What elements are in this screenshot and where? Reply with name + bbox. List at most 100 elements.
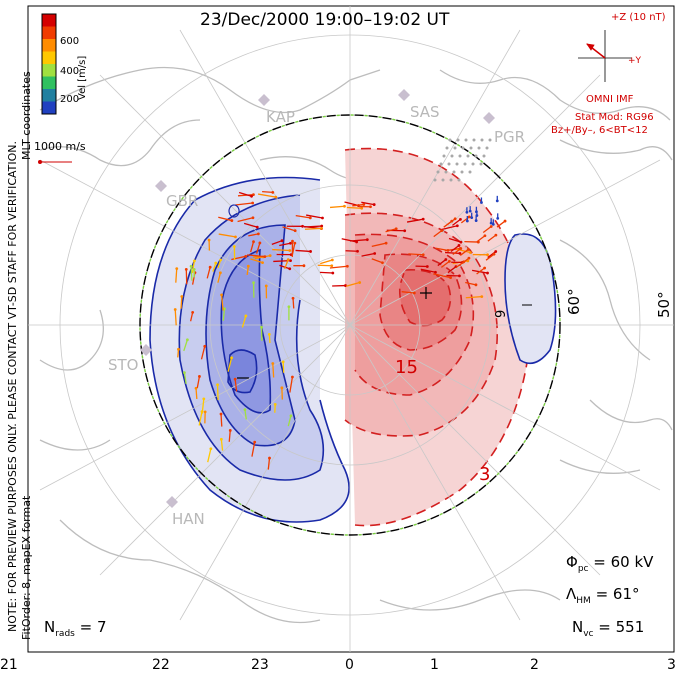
grid-dot [477,146,481,150]
velocity-vector [487,251,497,259]
grid-dot [450,154,454,158]
vector-count: Nvc = 551 [572,618,644,639]
velocity-vector [189,312,194,322]
velocity-vector [304,225,322,228]
velocity-vector [257,193,276,198]
contour-label-15: 15 [395,357,418,378]
mlt-tick-0: 0 [345,657,354,673]
hm-boundary-latitude: ΛHM = 61° [566,585,640,606]
vector-origin [356,249,359,253]
vector-origin [207,238,211,242]
grid-dot [439,162,443,166]
grid-dot [463,162,467,166]
vector-origin [474,283,478,287]
velocity-vector [443,220,453,228]
vector-origin [480,295,484,298]
velocity-vector [476,235,486,243]
vector-origin [320,224,324,228]
velocity-vector [455,261,465,269]
vector-origin [209,447,213,451]
velocity-vector [329,265,348,269]
vector-origin [394,227,398,231]
grid-dot [474,154,478,158]
vector-origin [384,241,388,245]
grid-dot [455,162,459,166]
vector-origin [230,219,234,222]
velocity-vector [346,206,362,209]
vector-origin [288,267,292,271]
station-pgr: PGR [494,128,526,146]
vector-origin [474,219,478,222]
grid-dot [466,154,470,158]
velocity-vector [452,247,462,256]
velocity-vector [180,296,183,309]
grid-dot [461,146,465,150]
velocity-vector [329,205,345,209]
vector-origin [483,234,487,238]
vector-origin [183,371,186,375]
velocity-vector [190,266,193,281]
grid-dot [441,178,445,182]
plot-frame [27,5,675,653]
velocity-vector [231,255,246,261]
vector-origin [223,307,226,311]
max-potential-marker [420,287,432,299]
velocity-vector [250,258,263,264]
vector-origin [281,360,285,364]
velocity-vector [195,388,198,400]
vector-origin [459,217,462,221]
velocity-vector [295,214,311,219]
vector-origin [457,244,461,247]
vector-origin [486,271,489,275]
vector-origin [308,216,312,220]
velocity-vector [289,376,294,393]
vector-origin [468,251,472,254]
colorbar-segment [42,26,56,40]
vector-origin [496,216,500,220]
vector-origin [369,205,372,209]
colorbar-segment [42,14,56,27]
grid-dot [471,162,475,166]
velocity-vector [460,216,470,224]
vector-origin [495,199,499,203]
station-han: HAN [172,510,205,528]
velocity-vector [250,241,255,253]
vector-origin [219,412,223,416]
no-scatter-grid [433,138,492,182]
velocity-vector [227,357,233,372]
station-gbr: GBR [166,192,199,210]
velocity-vector [262,190,273,194]
station-markers [140,89,495,508]
grid-dot [460,170,464,174]
vector-origin [256,232,260,236]
mlt-tick-1: 1 [430,657,439,673]
velocity-vector [243,222,258,228]
nvc-value: = 551 [598,618,645,636]
grid-dot [485,146,489,150]
vector-origin [330,264,334,268]
velocity-vector [284,259,289,270]
vector-origin [191,311,195,314]
vector-origin [268,254,272,258]
scale-vector [38,160,72,164]
vector-origin [447,259,451,263]
velocity-vector [218,233,236,238]
vector-origin [246,264,250,268]
velocity-vector [220,294,224,311]
velocity-vector [228,430,231,442]
imf-source: OMNI IMF [586,94,634,105]
velocity-vector [482,226,492,234]
vector-origin [289,241,292,245]
grid-dot [448,138,452,142]
vector-origin [218,271,222,275]
vector-origin [260,325,263,329]
lambda-symbol: Λ [566,585,577,603]
vector-origin [286,258,290,262]
vector-origin [403,229,407,233]
velocity-vector [361,252,375,257]
vector-origin [293,229,297,233]
vector-origin [494,250,498,253]
vector-origin [421,217,425,221]
vector-origin [189,264,193,268]
vector-origin [192,259,196,263]
